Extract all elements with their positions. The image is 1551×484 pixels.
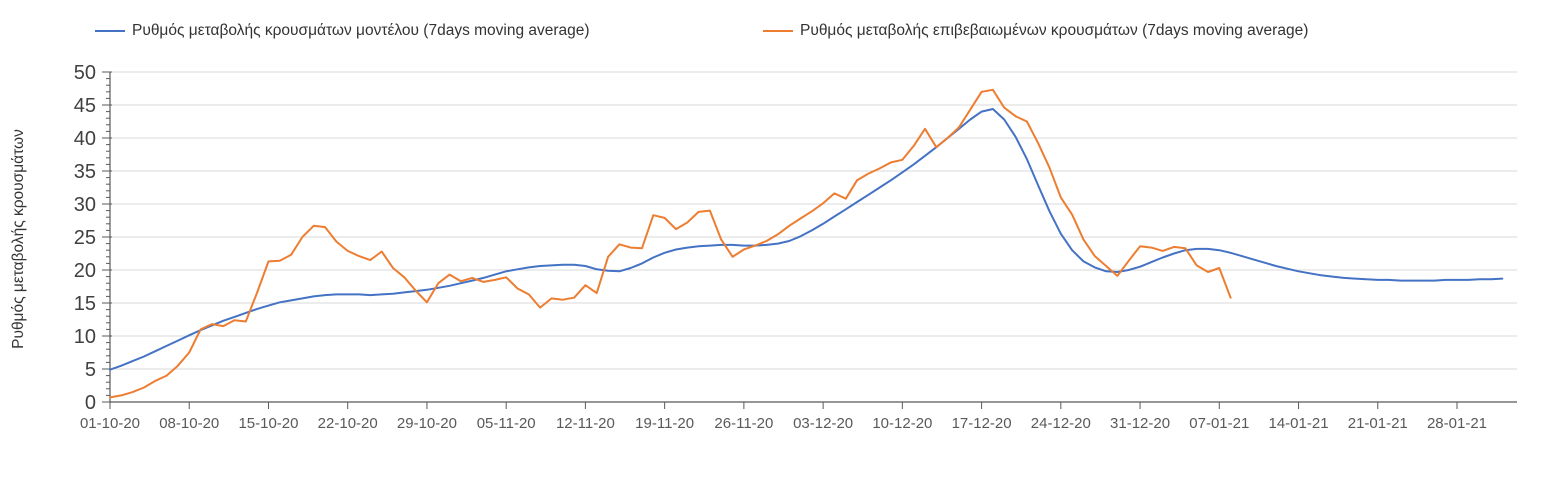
y-tick-label: 25 bbox=[74, 227, 96, 249]
x-tick-label: 28-01-21 bbox=[1427, 415, 1487, 432]
series-line-confirmed bbox=[109, 88, 1232, 399]
y-tick-label: 35 bbox=[74, 161, 96, 183]
legend-label-confirmed: Ρυθμός μεταβολής επιβεβαιωμένων κρουσμάτ… bbox=[800, 22, 1309, 39]
x-tick-label: 14-01-21 bbox=[1269, 415, 1329, 432]
y-tick-label: 45 bbox=[74, 95, 96, 117]
legend-item-confirmed: Ρυθμός μεταβολής επιβεβαιωμένων κρουσμάτ… bbox=[763, 22, 1308, 40]
x-tick-label: 15-10-20 bbox=[238, 415, 298, 432]
y-tick-label: 30 bbox=[74, 194, 96, 216]
y-tick-label: 40 bbox=[74, 128, 96, 150]
x-tick-label: 29-10-20 bbox=[397, 415, 457, 432]
x-tick-label: 24-12-20 bbox=[1031, 415, 1091, 432]
y-tick-label: 5 bbox=[85, 359, 96, 381]
y-tick-label: 0 bbox=[85, 392, 96, 414]
x-tick-label: 31-12-20 bbox=[1110, 415, 1170, 432]
x-tick-label: 07-01-21 bbox=[1189, 415, 1249, 432]
legend-item-model: Ρυθμός μεταβολής κρουσμάτων μοντέλου (7d… bbox=[95, 22, 590, 40]
x-tick-label: 19-11-20 bbox=[635, 415, 694, 432]
x-tick-label: 10-12-20 bbox=[872, 415, 932, 432]
legend-label-model: Ρυθμός μεταβολής κρουσμάτων μοντέλου (7d… bbox=[132, 22, 590, 39]
x-tick-label: 05-11-20 bbox=[477, 415, 536, 432]
legend-line-swatch-model bbox=[95, 29, 125, 33]
x-tick-label: 17-12-20 bbox=[952, 415, 1012, 432]
y-tick-label: 10 bbox=[74, 326, 96, 348]
y-axis-title: Ρυθμός μεταβολής κρουσμάτων bbox=[10, 129, 27, 349]
x-tick-label: 03-12-20 bbox=[793, 415, 853, 432]
legend-line-swatch-confirmed bbox=[763, 29, 793, 33]
y-tick-label: 15 bbox=[74, 293, 96, 315]
x-tick-label: 01-10-20 bbox=[80, 415, 140, 432]
x-tick-label: 26-11-20 bbox=[714, 415, 773, 432]
x-tick-label: 21-01-21 bbox=[1348, 415, 1408, 432]
x-tick-label: 22-10-20 bbox=[318, 415, 378, 432]
x-tick-label: 12-11-20 bbox=[556, 415, 615, 432]
series-line-model bbox=[109, 108, 1504, 371]
y-tick-label: 50 bbox=[74, 62, 96, 84]
x-tick-label: 08-10-20 bbox=[159, 415, 219, 432]
y-tick-label: 20 bbox=[74, 260, 96, 282]
